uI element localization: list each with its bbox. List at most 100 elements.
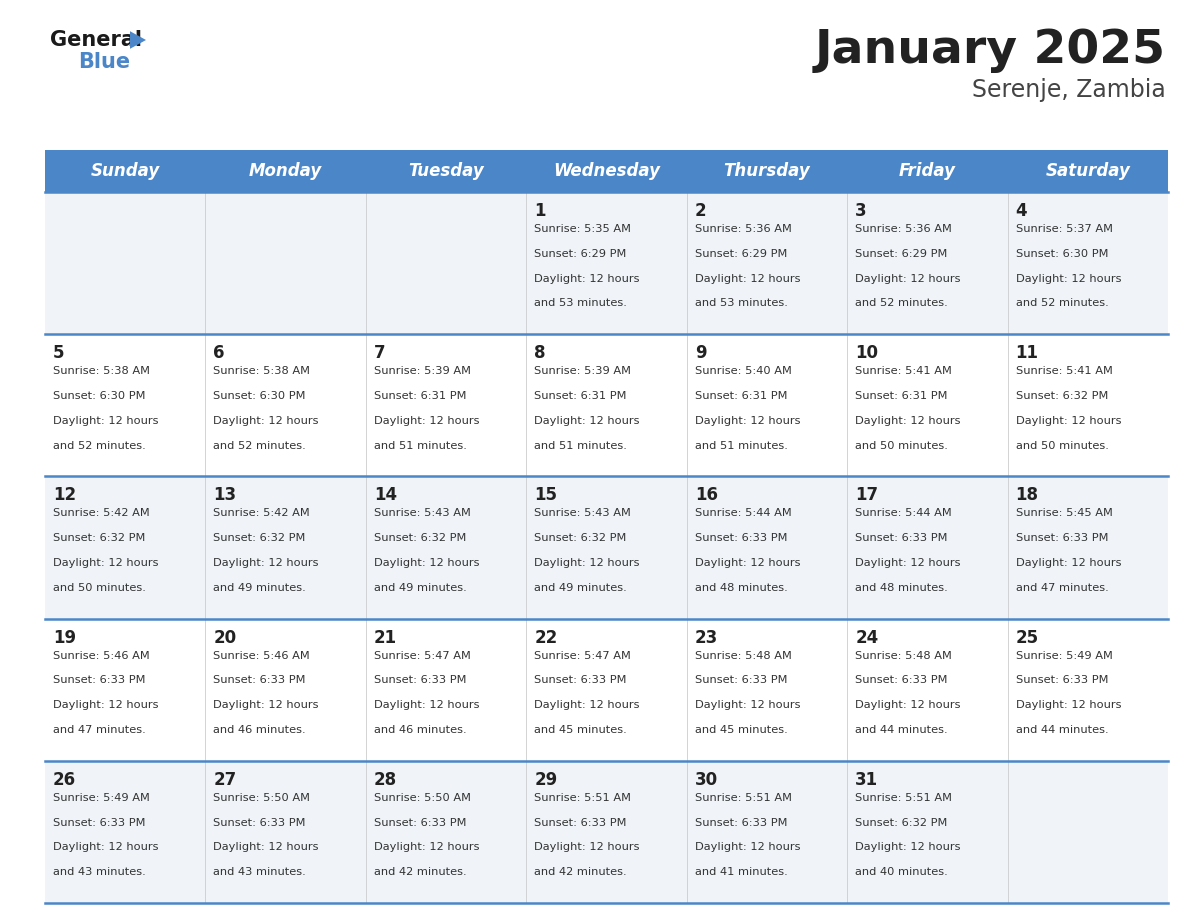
Text: Daylight: 12 hours: Daylight: 12 hours (695, 843, 801, 853)
Text: Daylight: 12 hours: Daylight: 12 hours (53, 416, 158, 426)
Text: Sunset: 6:33 PM: Sunset: 6:33 PM (214, 676, 307, 686)
Text: and 52 minutes.: and 52 minutes. (1016, 298, 1108, 308)
Text: Daylight: 12 hours: Daylight: 12 hours (535, 274, 640, 284)
Text: Tuesday: Tuesday (409, 162, 484, 180)
Text: 11: 11 (1016, 344, 1038, 363)
Text: Sunrise: 5:44 AM: Sunrise: 5:44 AM (695, 509, 791, 519)
Text: Sunrise: 5:48 AM: Sunrise: 5:48 AM (695, 651, 791, 661)
Text: 4: 4 (1016, 202, 1028, 220)
Text: Sunset: 6:33 PM: Sunset: 6:33 PM (1016, 533, 1108, 543)
Text: 28: 28 (374, 771, 397, 789)
Text: Sunset: 6:32 PM: Sunset: 6:32 PM (535, 533, 626, 543)
Text: Daylight: 12 hours: Daylight: 12 hours (53, 700, 158, 711)
Text: 22: 22 (535, 629, 557, 646)
Text: Daylight: 12 hours: Daylight: 12 hours (535, 700, 640, 711)
Text: Sunrise: 5:42 AM: Sunrise: 5:42 AM (53, 509, 150, 519)
Text: Sunrise: 5:41 AM: Sunrise: 5:41 AM (855, 366, 952, 376)
Text: Sunset: 6:33 PM: Sunset: 6:33 PM (214, 818, 307, 828)
Bar (45, 192, 1168, 334)
Text: Sunset: 6:33 PM: Sunset: 6:33 PM (1016, 676, 1108, 686)
Text: Daylight: 12 hours: Daylight: 12 hours (374, 843, 479, 853)
Text: Sunrise: 5:39 AM: Sunrise: 5:39 AM (374, 366, 470, 376)
Text: Sunrise: 5:48 AM: Sunrise: 5:48 AM (855, 651, 952, 661)
Text: Sunrise: 5:51 AM: Sunrise: 5:51 AM (535, 793, 631, 803)
Text: and 53 minutes.: and 53 minutes. (695, 298, 788, 308)
Text: Daylight: 12 hours: Daylight: 12 hours (855, 416, 961, 426)
Text: Saturday: Saturday (1045, 162, 1130, 180)
Text: Friday: Friday (899, 162, 956, 180)
Text: Sunrise: 5:50 AM: Sunrise: 5:50 AM (374, 793, 470, 803)
Text: 8: 8 (535, 344, 545, 363)
Text: Sunset: 6:33 PM: Sunset: 6:33 PM (855, 533, 948, 543)
Text: Serenje, Zambia: Serenje, Zambia (972, 78, 1165, 102)
Text: Daylight: 12 hours: Daylight: 12 hours (374, 558, 479, 568)
Polygon shape (129, 31, 146, 49)
Text: Sunset: 6:31 PM: Sunset: 6:31 PM (855, 391, 948, 401)
Text: 7: 7 (374, 344, 385, 363)
Text: and 50 minutes.: and 50 minutes. (1016, 441, 1108, 451)
Text: Sunset: 6:33 PM: Sunset: 6:33 PM (695, 676, 788, 686)
Text: Daylight: 12 hours: Daylight: 12 hours (1016, 558, 1121, 568)
Text: 30: 30 (695, 771, 718, 789)
Text: Sunset: 6:33 PM: Sunset: 6:33 PM (695, 818, 788, 828)
Text: Daylight: 12 hours: Daylight: 12 hours (374, 700, 479, 711)
Text: Daylight: 12 hours: Daylight: 12 hours (214, 700, 318, 711)
Text: Daylight: 12 hours: Daylight: 12 hours (53, 843, 158, 853)
Text: Sunrise: 5:40 AM: Sunrise: 5:40 AM (695, 366, 791, 376)
Text: Sunrise: 5:50 AM: Sunrise: 5:50 AM (214, 793, 310, 803)
Text: Sunset: 6:33 PM: Sunset: 6:33 PM (535, 676, 627, 686)
Text: Daylight: 12 hours: Daylight: 12 hours (535, 416, 640, 426)
Bar (45, 476, 1168, 619)
Text: Daylight: 12 hours: Daylight: 12 hours (53, 558, 158, 568)
Text: and 45 minutes.: and 45 minutes. (535, 725, 627, 735)
Text: 29: 29 (535, 771, 557, 789)
Text: and 49 minutes.: and 49 minutes. (374, 583, 467, 593)
Text: Sunset: 6:30 PM: Sunset: 6:30 PM (53, 391, 145, 401)
Text: Sunrise: 5:51 AM: Sunrise: 5:51 AM (855, 793, 952, 803)
Text: 13: 13 (214, 487, 236, 504)
Text: 3: 3 (855, 202, 867, 220)
Text: 9: 9 (695, 344, 707, 363)
Bar (45, 619, 1168, 761)
Text: Daylight: 12 hours: Daylight: 12 hours (1016, 274, 1121, 284)
Text: Sunset: 6:33 PM: Sunset: 6:33 PM (535, 818, 627, 828)
Text: Wednesday: Wednesday (552, 162, 661, 180)
Text: and 51 minutes.: and 51 minutes. (374, 441, 467, 451)
Text: Sunrise: 5:46 AM: Sunrise: 5:46 AM (214, 651, 310, 661)
Text: and 49 minutes.: and 49 minutes. (535, 583, 627, 593)
Text: 25: 25 (1016, 629, 1038, 646)
Text: and 50 minutes.: and 50 minutes. (53, 583, 146, 593)
Text: Sunset: 6:32 PM: Sunset: 6:32 PM (855, 818, 948, 828)
Text: Sunset: 6:32 PM: Sunset: 6:32 PM (1016, 391, 1108, 401)
Text: Sunrise: 5:49 AM: Sunrise: 5:49 AM (53, 793, 150, 803)
Text: Sunset: 6:33 PM: Sunset: 6:33 PM (53, 676, 145, 686)
Text: Sunrise: 5:46 AM: Sunrise: 5:46 AM (53, 651, 150, 661)
Text: Sunset: 6:33 PM: Sunset: 6:33 PM (374, 676, 467, 686)
Text: Sunrise: 5:38 AM: Sunrise: 5:38 AM (53, 366, 150, 376)
Text: 6: 6 (214, 344, 225, 363)
Text: 15: 15 (535, 487, 557, 504)
Text: Monday: Monday (249, 162, 322, 180)
Text: and 52 minutes.: and 52 minutes. (53, 441, 146, 451)
Text: Sunset: 6:33 PM: Sunset: 6:33 PM (695, 533, 788, 543)
Text: 26: 26 (53, 771, 76, 789)
Text: Sunset: 6:31 PM: Sunset: 6:31 PM (535, 391, 627, 401)
Text: and 40 minutes.: and 40 minutes. (855, 868, 948, 878)
Text: and 51 minutes.: and 51 minutes. (695, 441, 788, 451)
Text: 2: 2 (695, 202, 707, 220)
Text: Sunrise: 5:38 AM: Sunrise: 5:38 AM (214, 366, 310, 376)
Text: Sunset: 6:29 PM: Sunset: 6:29 PM (535, 249, 626, 259)
Text: and 49 minutes.: and 49 minutes. (214, 583, 307, 593)
Text: Sunrise: 5:45 AM: Sunrise: 5:45 AM (1016, 509, 1112, 519)
Text: Sunrise: 5:35 AM: Sunrise: 5:35 AM (535, 224, 631, 234)
Text: Sunrise: 5:37 AM: Sunrise: 5:37 AM (1016, 224, 1113, 234)
Text: Sunset: 6:30 PM: Sunset: 6:30 PM (214, 391, 307, 401)
Text: and 50 minutes.: and 50 minutes. (855, 441, 948, 451)
Text: Sunrise: 5:47 AM: Sunrise: 5:47 AM (535, 651, 631, 661)
Text: and 42 minutes.: and 42 minutes. (535, 868, 627, 878)
Text: Sunset: 6:32 PM: Sunset: 6:32 PM (53, 533, 145, 543)
Text: and 44 minutes.: and 44 minutes. (1016, 725, 1108, 735)
Text: Daylight: 12 hours: Daylight: 12 hours (535, 558, 640, 568)
Text: and 48 minutes.: and 48 minutes. (855, 583, 948, 593)
Text: 19: 19 (53, 629, 76, 646)
